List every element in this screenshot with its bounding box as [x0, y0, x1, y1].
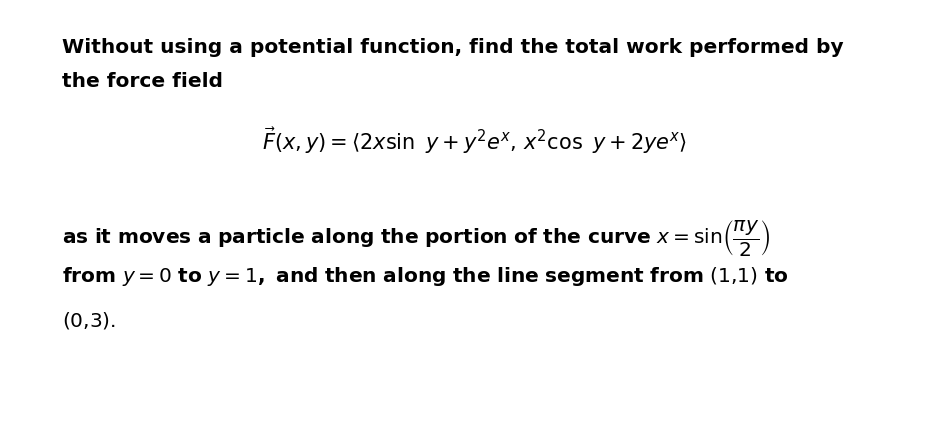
Text: Without using a potential function, find the total work performed by: Without using a potential function, find… — [62, 38, 844, 57]
Text: $\vec{F}(x, y) = \langle 2x\sin\ y + y^2e^x,\, x^2\cos\ y + 2ye^x\rangle$: $\vec{F}(x, y) = \langle 2x\sin\ y + y^2… — [262, 125, 687, 156]
Text: $\mathbf{as\ it\ moves\ a\ particle\ along\ the\ portion\ of\ the\ curve}\ x = \: $\mathbf{as\ it\ moves\ a\ particle\ alo… — [62, 218, 771, 258]
Text: $(0{,}3).$: $(0{,}3).$ — [62, 310, 116, 331]
Text: the force field: the force field — [62, 72, 223, 91]
Text: $\mathbf{from}\ y = 0\ \mathbf{to}\ y = 1\mathbf{,\ and\ then\ along\ the\ line\: $\mathbf{from}\ y = 0\ \mathbf{to}\ y = … — [62, 265, 789, 288]
